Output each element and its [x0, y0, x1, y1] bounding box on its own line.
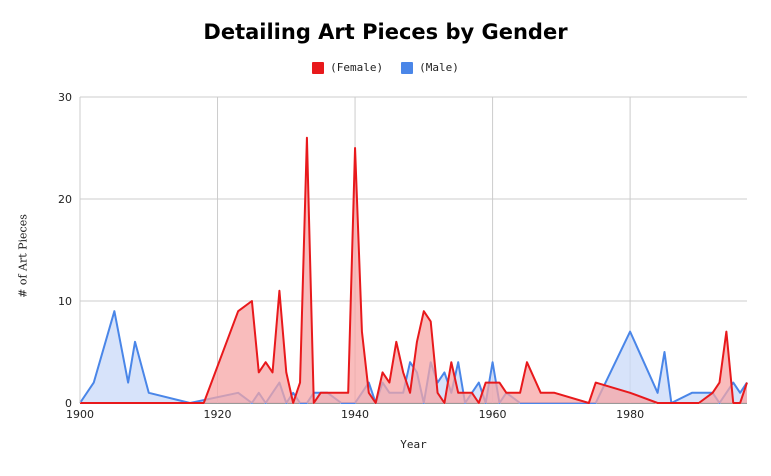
legend-swatch-female: [312, 61, 325, 74]
x-tick-label: 1960: [479, 408, 507, 421]
x-tick-label: 1900: [66, 408, 94, 421]
series-area-female: [80, 137, 747, 404]
series-line-female: [80, 136, 748, 404]
x-tick-label: 1920: [204, 408, 232, 421]
x-axis-label: Year: [400, 438, 427, 451]
chart-title: Detailing Art Pieces by Gender: [203, 20, 568, 44]
y-tick-label: 30: [58, 91, 72, 104]
legend-item-female[interactable]: (Female): [312, 61, 383, 74]
chart-legend: (Female) (Male): [0, 61, 771, 74]
x-tick-label: 1980: [616, 408, 644, 421]
legend-item-male[interactable]: (Male): [401, 61, 459, 74]
x-tick-label: 1940: [341, 408, 369, 421]
legend-swatch-male: [401, 61, 414, 74]
y-tick-label: 10: [58, 295, 72, 308]
y-tick-label: 0: [65, 397, 72, 410]
legend-label-female: (Female): [330, 61, 384, 74]
legend-label-male: (Male): [419, 61, 459, 74]
y-tick-label: 20: [58, 193, 72, 206]
